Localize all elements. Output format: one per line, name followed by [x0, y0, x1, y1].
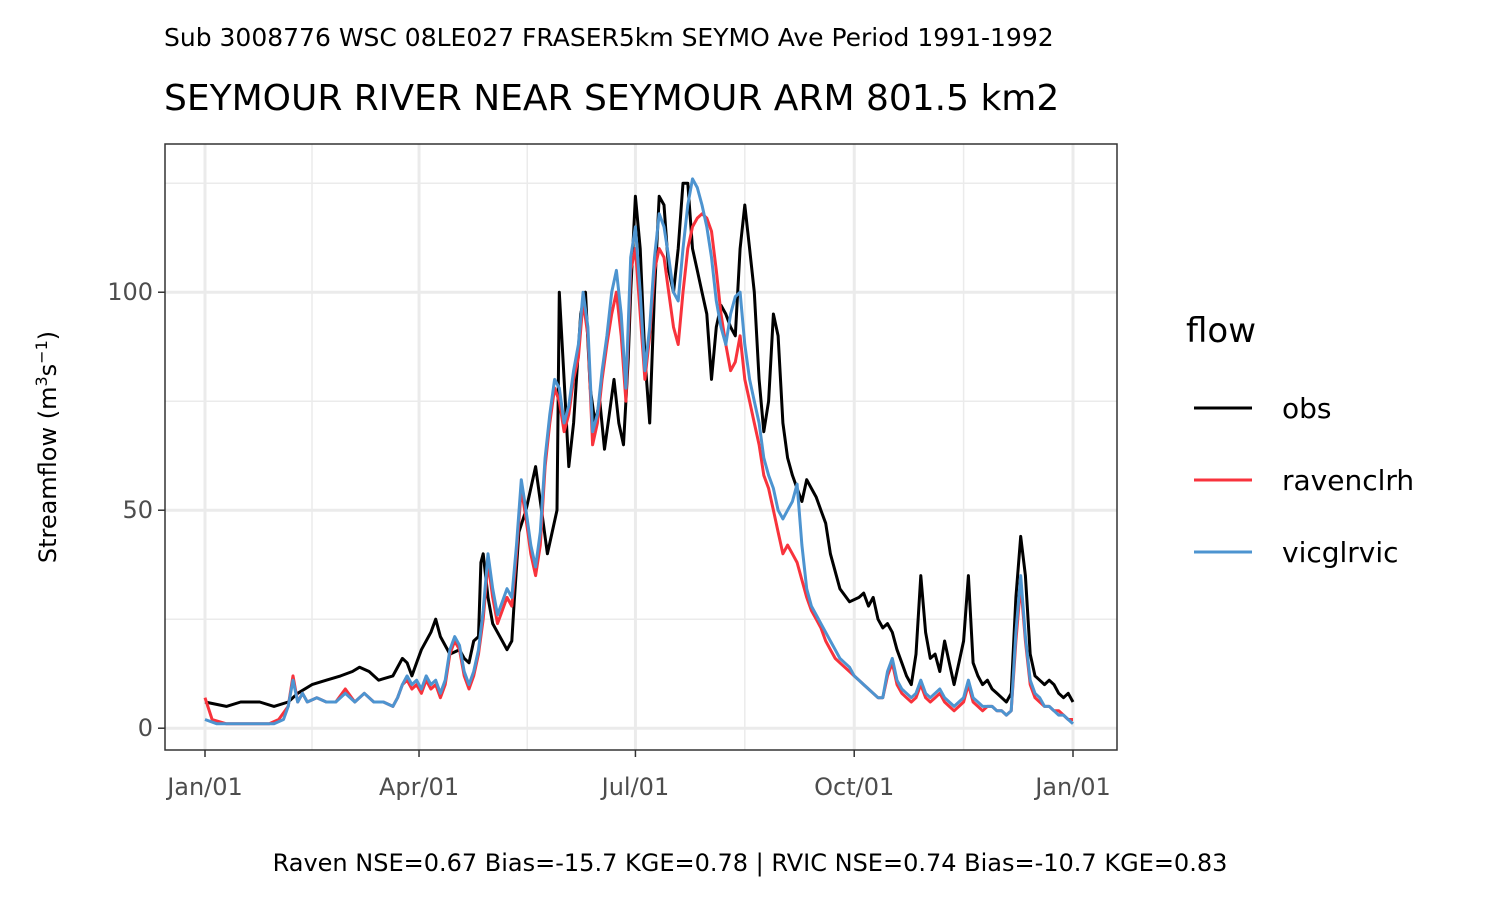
x-tick-label: Jan/01 — [1033, 773, 1111, 801]
grid-minor — [165, 144, 1117, 750]
y-axis-label-sup2: −1 — [32, 340, 51, 364]
y-axis-label-close: ) — [34, 331, 62, 340]
y-tick-label: 0 — [138, 714, 153, 742]
plot-panel — [164, 143, 1118, 751]
legend-label-obs: obs — [1282, 392, 1332, 425]
y-tick-label: 50 — [122, 496, 153, 524]
series-line-obs — [204, 181, 1075, 708]
series-layer — [203, 177, 1075, 726]
x-tick-label: Jul/01 — [600, 773, 670, 801]
legend-label-vicglrvic: vicglrvic — [1282, 536, 1399, 569]
chart-subtitle: Sub 3008776 WSC 08LE027 FRASER5km SEYMO … — [164, 23, 1054, 52]
legend-items: obs ravenclrh vicglrvic — [1194, 392, 1414, 569]
plot-border — [164, 143, 1118, 751]
chart-caption: Raven NSE=0.67 Bias=-15.7 KGE=0.78 | RVI… — [273, 849, 1228, 877]
x-tick-label: Jan/01 — [165, 773, 243, 801]
legend-title: flow — [1186, 311, 1256, 351]
y-tick-label: 100 — [107, 278, 153, 306]
y-axis-label-sup1: 3 — [32, 376, 51, 386]
legend-label-ravenclrh: ravenclrh — [1282, 464, 1414, 497]
y-axis: 0 50 100 — [107, 278, 165, 742]
legend: flow obs ravenclrh vicglrvic — [1186, 311, 1414, 569]
chart-title: SEYMOUR RIVER NEAR SEYMOUR ARM 801.5 km2 — [164, 78, 1059, 119]
x-axis: Jan/01 Apr/01 Jul/01 Oct/01 Jan/01 — [165, 750, 1111, 801]
y-axis-label-s: s — [34, 364, 62, 377]
x-tick-label: Apr/01 — [379, 773, 459, 801]
series-line-ravenclrh — [203, 212, 1073, 726]
y-axis-label: Streamflow (m3s−1) — [32, 331, 62, 563]
x-tick-label: Oct/01 — [814, 773, 894, 801]
y-axis-label-main: Streamflow (m — [34, 387, 62, 564]
series-line-vicglrvic — [204, 177, 1075, 726]
